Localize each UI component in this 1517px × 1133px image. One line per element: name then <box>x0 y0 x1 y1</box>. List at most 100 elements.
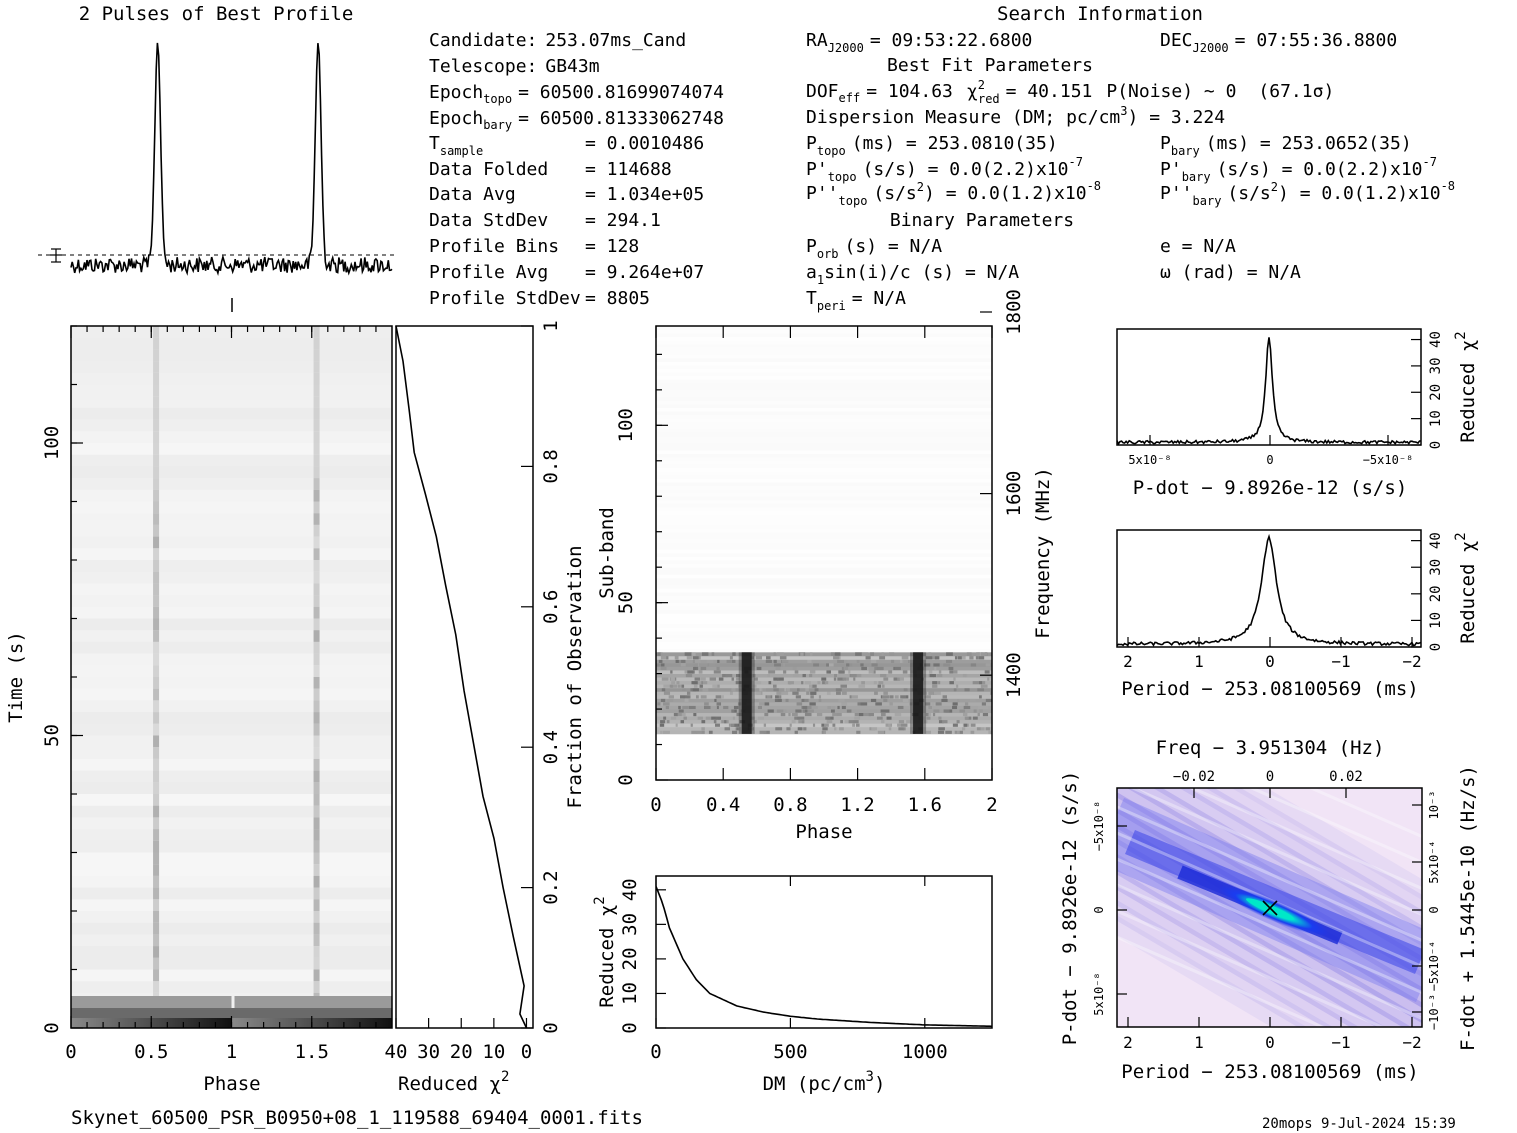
subband-noise <box>666 698 674 702</box>
subband-noise <box>928 670 933 674</box>
subband-noise <box>824 723 829 727</box>
time-pulse-cell <box>313 431 320 444</box>
subband-noise <box>897 723 902 727</box>
subband-noise <box>952 723 958 727</box>
subband-noise <box>851 694 858 699</box>
subband-noise <box>874 691 878 695</box>
a1-value: sin(i)/c (s) = N/A <box>824 262 1019 283</box>
time-row <box>71 665 392 678</box>
map-fringe <box>1188 788 1422 891</box>
subband-noise <box>793 673 800 678</box>
subband-noise <box>979 680 983 685</box>
time-pulse-cell <box>313 396 320 409</box>
time-row <box>71 618 392 631</box>
subband-noise <box>979 694 982 699</box>
subband-noise <box>726 659 732 663</box>
subband-row <box>656 382 992 387</box>
time-pulse-cell <box>153 478 160 491</box>
subband-row <box>656 357 992 362</box>
subband-row <box>656 368 992 373</box>
time-pulse-cell <box>313 758 320 772</box>
subband-noise <box>783 670 787 674</box>
subband-row <box>656 485 992 490</box>
time-pulse-cell <box>153 606 160 619</box>
sigma: (67.1σ) <box>1258 81 1334 102</box>
subband-noise <box>785 698 789 702</box>
pdot-x-tick-label: −5x10⁻⁸ <box>1363 453 1414 467</box>
time-row <box>71 957 392 970</box>
subband-noise <box>802 709 805 713</box>
time-pulse-cell <box>153 326 160 339</box>
time-pulse-cell <box>153 524 160 538</box>
subband-noise <box>853 719 859 724</box>
subband-noise <box>868 670 874 674</box>
subband-row <box>656 326 992 330</box>
subband-noise <box>782 662 786 667</box>
chi-fraction-frame <box>395 325 534 1029</box>
subband-noise <box>952 701 958 706</box>
subband-noise <box>854 716 861 720</box>
subband-noise <box>733 705 739 710</box>
subband-noise <box>846 709 852 713</box>
subband-noise <box>933 655 937 660</box>
subband-noise <box>959 709 966 713</box>
subband-noise <box>684 698 689 702</box>
time-pulse-cell <box>313 653 320 666</box>
time-row <box>71 758 392 772</box>
time-pulse-cell <box>313 782 320 795</box>
ra-sub: J2000 <box>828 41 864 55</box>
subband-noise <box>683 694 690 699</box>
subband-row <box>656 623 992 628</box>
map-fdot-tick-label: 5x10⁻⁴ <box>1427 840 1441 883</box>
subband-noise <box>945 659 953 663</box>
subband-noise <box>778 694 781 699</box>
subband-noise <box>846 662 850 667</box>
subband-phase-label: 0.8 <box>773 794 807 816</box>
subband-noise <box>713 670 721 674</box>
subband-noise <box>692 655 699 660</box>
chi-fraction-curve <box>395 325 528 1029</box>
chi-fraction-ticks: 40 30 20 10 00 0.2 0.4 0.6 0.8 1 <box>385 320 562 1063</box>
svg-text:a1sin(i)/c (s) = N/A: a1sin(i)/c (s) = N/A <box>806 262 1019 287</box>
time-pulse-cell <box>153 595 160 608</box>
subband-noise <box>806 691 810 695</box>
time-pulse-cell <box>153 536 160 549</box>
subband-noise <box>963 705 971 710</box>
time-pulse-cell <box>153 349 160 362</box>
subband-noise <box>805 705 812 710</box>
subband-row <box>656 375 992 380</box>
map-fringe <box>1129 788 1422 917</box>
subband-noise <box>695 694 699 699</box>
time-pulse-cell <box>153 431 160 444</box>
subband-noise <box>864 712 871 717</box>
subband-noise <box>701 719 706 724</box>
profile-stddev-value: = 8805 <box>585 288 650 309</box>
subband-row <box>656 570 992 575</box>
subband-noise <box>957 655 962 660</box>
subband-noise <box>787 680 794 685</box>
subband-noise <box>834 726 837 731</box>
subband-noise <box>709 677 717 681</box>
subband-noise <box>902 698 909 702</box>
time-pulse-cell <box>153 735 160 748</box>
subband-noise <box>668 694 674 699</box>
profile-avg-value: = 9.264e+07 <box>585 262 704 283</box>
subband-noise <box>858 712 864 717</box>
subband-noise <box>957 730 963 734</box>
subband-noise <box>822 680 826 685</box>
subband-noise <box>729 655 733 660</box>
svg-text:Dispersion Measure (DM; pc/cm3: Dispersion Measure (DM; pc/cm3) = 3.224 <box>806 104 1225 128</box>
profile-stddev-label: Profile StdDev <box>429 288 581 309</box>
subband-noise <box>804 712 812 717</box>
subband-noise <box>729 691 733 695</box>
subband-noise <box>908 673 914 678</box>
subband-noise <box>963 723 968 727</box>
subband-row <box>656 521 992 526</box>
time-row <box>71 653 392 666</box>
time-row <box>71 548 392 561</box>
subband-noise <box>660 698 666 702</box>
subband-row <box>656 450 992 455</box>
subband-noise <box>795 694 801 699</box>
subband-noise <box>791 712 798 717</box>
